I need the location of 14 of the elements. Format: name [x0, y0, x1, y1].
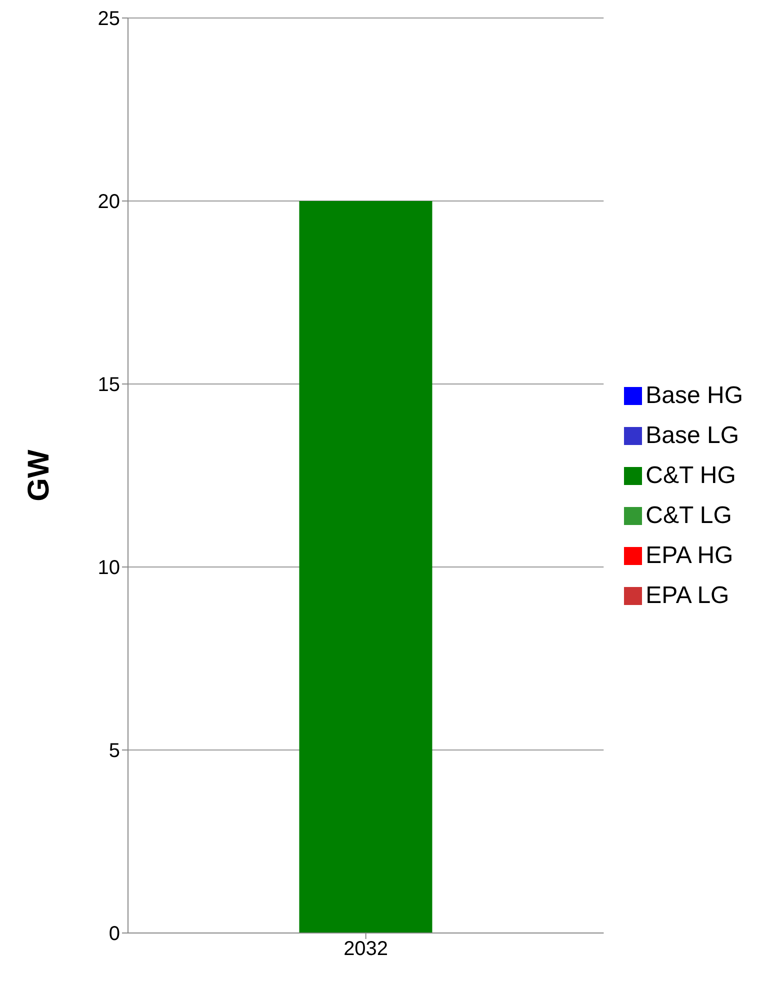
- y-tick-label: 5: [108, 740, 120, 762]
- legend-label: C&T HG: [646, 462, 736, 488]
- y-tick-label: 20: [98, 191, 120, 214]
- legend-label: EPA LG: [646, 582, 730, 608]
- y-tick-label: 10: [98, 557, 120, 580]
- x-tick-label: 2032: [344, 938, 388, 960]
- y-tick-label: 25: [98, 8, 120, 30]
- y-axis-title: GW: [22, 448, 56, 502]
- legend-label: Base HG: [646, 382, 743, 408]
- legend-label: C&T LG: [646, 502, 732, 528]
- legend-label: Base LG: [646, 422, 740, 448]
- y-tick-label: 0: [108, 923, 120, 946]
- legend-label: EPA HG: [646, 542, 734, 568]
- y-tick-label: 15: [98, 374, 120, 396]
